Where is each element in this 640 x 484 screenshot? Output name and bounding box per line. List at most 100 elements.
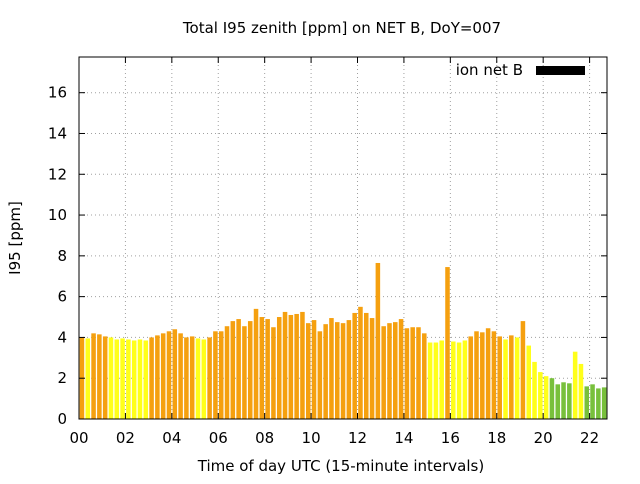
- bar: [364, 312, 369, 419]
- y-tick-label: 12: [48, 165, 67, 183]
- bar: [166, 331, 172, 419]
- bar: [497, 336, 502, 419]
- y-tick-label: 4: [57, 328, 67, 346]
- bar: [381, 326, 386, 419]
- bar: [213, 331, 218, 419]
- bar: [189, 336, 195, 419]
- x-tick-label: 20: [534, 429, 553, 447]
- chart-title: Total I95 zenith [ppm] on NET B, DoY=007: [182, 19, 501, 37]
- x-tick-label: 14: [394, 429, 413, 447]
- bar: [126, 339, 131, 419]
- bar: [474, 331, 479, 419]
- bar: [178, 333, 183, 419]
- bar: [567, 383, 572, 419]
- bar: [120, 338, 125, 419]
- bar: [509, 335, 514, 419]
- bar: [578, 363, 584, 419]
- y-axis-label: I95 [ppm]: [6, 201, 24, 275]
- bar: [526, 345, 531, 419]
- y-tick-label: 0: [57, 410, 67, 428]
- x-axis-ticks: 00 02 04 06 08 10 12 14 16 18 20 22: [69, 57, 599, 447]
- bar: [172, 329, 178, 419]
- bar: [160, 333, 166, 419]
- legend-swatch: [536, 66, 585, 75]
- x-tick-label: 00: [69, 429, 88, 447]
- bar: [247, 321, 253, 419]
- bar: [276, 317, 282, 419]
- bar: [485, 328, 491, 419]
- bar: [85, 338, 91, 419]
- bar: [317, 331, 323, 419]
- bar: [422, 333, 427, 419]
- bars: [79, 262, 607, 419]
- bar: [433, 342, 439, 419]
- x-tick-label: 22: [580, 429, 599, 447]
- bar: [352, 312, 357, 419]
- bar: [427, 342, 433, 419]
- bar: [451, 341, 456, 419]
- grid-lines: [79, 57, 607, 419]
- y-axis-ticks: 0 2 4 6 8 10 12 14 16: [48, 84, 607, 428]
- bar: [230, 321, 236, 419]
- bar: [561, 382, 566, 419]
- bar: [143, 340, 149, 419]
- bar: [514, 337, 520, 419]
- bar: [305, 323, 311, 419]
- x-axis-label: Time of day UTC (15-minute intervals): [197, 457, 484, 475]
- bar: [155, 335, 160, 419]
- x-tick-label: 08: [255, 429, 274, 447]
- bar: [114, 339, 120, 419]
- bar: [265, 319, 270, 419]
- bar: [532, 361, 537, 419]
- bar: [520, 321, 526, 419]
- legend: ion net B: [456, 61, 585, 79]
- bar: [398, 319, 404, 419]
- plot-frame: [78, 56, 608, 420]
- bar: [137, 339, 143, 419]
- bar: [102, 336, 108, 419]
- bar: [584, 386, 590, 419]
- bar: [282, 311, 288, 419]
- bar: [201, 339, 207, 419]
- y-tick-label: 2: [57, 369, 67, 387]
- bar: [572, 351, 578, 419]
- bar: [358, 306, 363, 419]
- bar: [596, 388, 601, 419]
- legend-label: ion net B: [456, 61, 523, 79]
- bar: [369, 318, 375, 419]
- bar: [468, 336, 473, 419]
- bar: [311, 320, 317, 419]
- y-tick-label: 14: [48, 124, 67, 142]
- bar: [300, 311, 305, 419]
- bar: [131, 340, 137, 419]
- bar: [456, 342, 462, 419]
- bar: [236, 319, 241, 419]
- bar: [288, 314, 294, 419]
- bar: [207, 337, 212, 419]
- y-tick-label: 10: [48, 206, 67, 224]
- bar: [271, 327, 276, 419]
- bar: [294, 313, 299, 419]
- bar: [323, 324, 328, 419]
- bar: [549, 378, 555, 419]
- bar: [108, 337, 114, 419]
- bar: [218, 331, 224, 419]
- bar: [439, 340, 444, 419]
- x-tick-label: 04: [162, 429, 181, 447]
- bar: [329, 318, 334, 419]
- bar: [480, 332, 485, 419]
- bar: [590, 384, 595, 419]
- bar: [224, 326, 230, 419]
- bar: [462, 340, 468, 419]
- bar: [416, 327, 421, 419]
- bar: [253, 308, 259, 419]
- bar: [387, 323, 392, 419]
- bar: [491, 331, 497, 419]
- bar: [195, 338, 201, 419]
- bar: [555, 384, 561, 419]
- x-tick-label: 12: [348, 429, 367, 447]
- bar: [242, 326, 247, 419]
- x-tick-label: 10: [302, 429, 321, 447]
- bar: [340, 323, 346, 419]
